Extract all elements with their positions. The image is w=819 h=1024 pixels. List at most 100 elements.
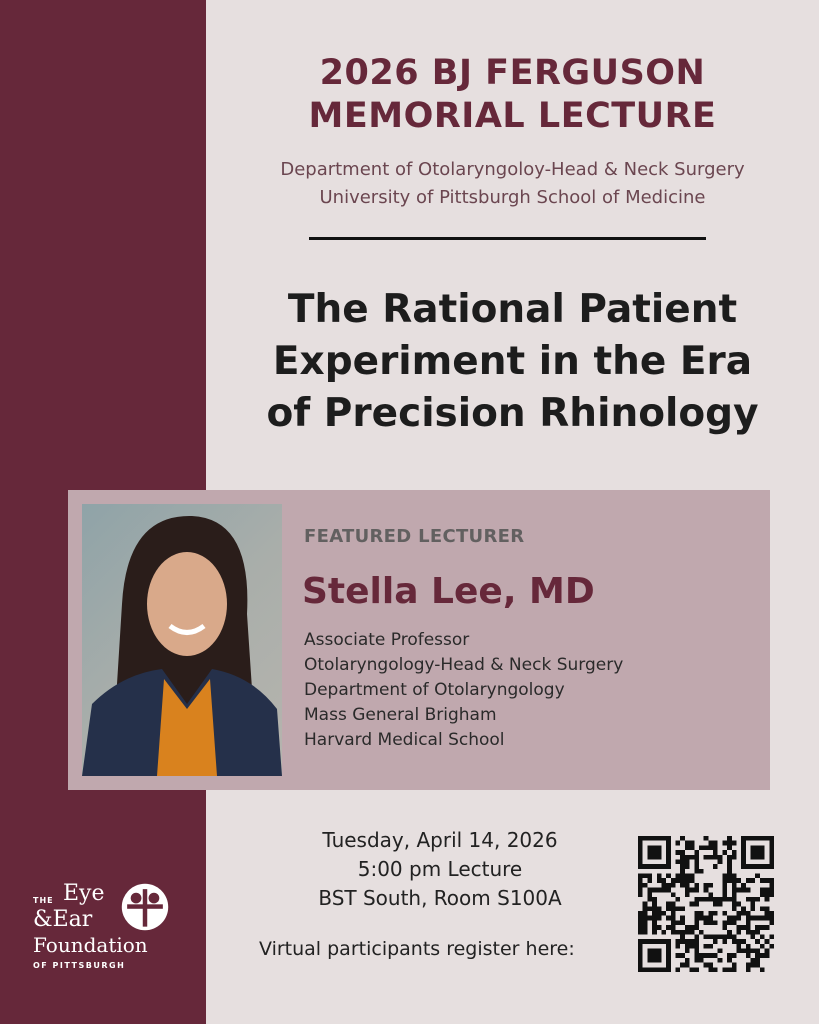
qr-module (684, 873, 690, 879)
qr-module (713, 850, 718, 855)
qr-module (642, 925, 648, 930)
qr-module (750, 915, 756, 921)
qr-module (769, 943, 774, 949)
qr-module (708, 896, 714, 902)
qr-module (713, 854, 718, 860)
qr-module (675, 943, 681, 949)
qr-module (769, 920, 774, 926)
event-details: Tuesday, April 14, 2026 5:00 pm Lecture … (280, 826, 600, 913)
qr-module (755, 948, 760, 954)
qr-module (680, 906, 685, 912)
qr-module (680, 920, 685, 926)
qr-module (675, 878, 681, 883)
qr-module (713, 864, 718, 869)
qr-module (703, 845, 709, 851)
qr-module (680, 939, 685, 944)
qr-module (727, 840, 732, 846)
qr-module (764, 915, 770, 921)
lecture-title-line: The Rational Patient (287, 287, 738, 332)
qr-module (689, 967, 695, 972)
qr-module (741, 906, 746, 912)
qr-module (684, 939, 690, 944)
qr-module (708, 953, 714, 958)
qr-module (727, 957, 732, 963)
qr-module (670, 925, 676, 930)
qr-module (652, 901, 657, 907)
event-title-line: MEMORIAL LECTURE (308, 96, 717, 136)
qr-module (736, 911, 742, 916)
qr-module (684, 948, 690, 954)
qr-module (666, 906, 671, 912)
qr-module (656, 878, 662, 883)
qr-module (731, 873, 737, 879)
qr-module (694, 887, 699, 893)
qr-module (684, 925, 690, 930)
qr-module (745, 887, 751, 893)
qr-module (769, 915, 774, 921)
qr-module (731, 915, 737, 921)
qr-module (713, 896, 718, 902)
qr-module (670, 878, 676, 883)
qr-module (755, 925, 760, 930)
qr-module (684, 878, 690, 883)
qr-module (694, 868, 699, 874)
qr-module (698, 868, 704, 874)
qr-module (708, 920, 714, 926)
qr-module (694, 911, 699, 916)
qr-module (764, 892, 770, 897)
qr-module (675, 840, 681, 846)
qr-module (680, 868, 685, 874)
qr-module (708, 967, 714, 972)
qr-module (689, 873, 695, 879)
qr-module (680, 850, 685, 855)
qr-module (680, 962, 685, 968)
qr-module (745, 878, 751, 883)
qr-module (647, 896, 653, 902)
qr-module (717, 934, 723, 940)
qr-module (722, 896, 728, 902)
qr-module (638, 911, 643, 916)
qr-module (694, 882, 699, 888)
qr-module (694, 934, 699, 940)
qr-module (666, 901, 671, 907)
qr-module (652, 887, 657, 893)
qr-module (731, 882, 737, 888)
qr-module (694, 943, 699, 949)
qr-module (713, 939, 718, 944)
qr-module (708, 943, 714, 949)
qr-module (769, 887, 774, 893)
qr-module (731, 920, 737, 926)
qr-module (689, 878, 695, 883)
qr-module (727, 864, 732, 869)
qr-module (769, 934, 774, 940)
qr-module (670, 929, 676, 935)
qr-module (642, 929, 648, 935)
qr-module (755, 939, 760, 944)
school-name: University of Pittsburgh School of Medic… (319, 187, 706, 208)
qr-module (661, 878, 667, 883)
logo-mark-icon (121, 883, 169, 931)
logo-text: Eye (63, 881, 105, 906)
qr-module (745, 915, 751, 921)
qr-module (722, 873, 728, 879)
qr-module (647, 878, 653, 883)
qr-module (638, 915, 643, 921)
qr-module (722, 887, 728, 893)
qr-module (759, 925, 765, 930)
qr-module (675, 896, 681, 902)
qr-module (722, 892, 728, 897)
eye-ear-foundation-logo: THE Eye &Ear Foundation OF PITTSBURGH (30, 882, 190, 982)
department-name: Department of Otolaryngoloy-Head & Neck … (280, 159, 745, 180)
registration-qr-code[interactable] (638, 836, 774, 972)
qr-module (698, 953, 704, 958)
qr-module (727, 836, 732, 841)
qr-module (736, 915, 742, 921)
qr-module (698, 957, 704, 963)
qr-module (713, 840, 718, 846)
qr-module (745, 925, 751, 930)
qr-module (698, 915, 704, 921)
qr-module (684, 854, 690, 860)
qr-module (750, 934, 756, 940)
qr-module (642, 920, 648, 926)
qr-module (675, 953, 681, 958)
